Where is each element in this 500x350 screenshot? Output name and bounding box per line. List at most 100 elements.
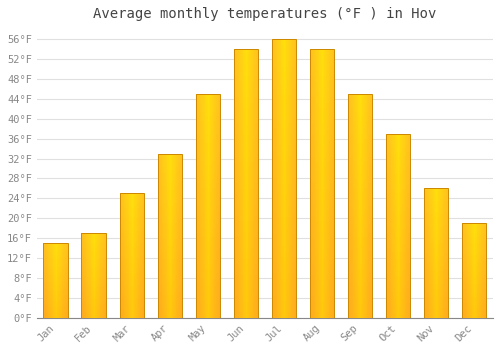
Bar bbox=[158, 190, 182, 193]
Bar bbox=[234, 54, 258, 60]
Bar bbox=[386, 204, 410, 207]
Bar bbox=[234, 226, 258, 232]
Bar bbox=[432, 188, 434, 318]
Bar bbox=[196, 291, 220, 295]
Bar bbox=[82, 298, 106, 299]
Bar bbox=[82, 308, 106, 309]
Bar bbox=[196, 268, 220, 273]
Bar bbox=[436, 188, 437, 318]
Bar bbox=[272, 206, 296, 212]
Bar bbox=[238, 49, 240, 318]
Bar bbox=[82, 253, 106, 255]
Bar bbox=[44, 254, 68, 255]
Bar bbox=[386, 167, 410, 170]
Bar bbox=[234, 280, 258, 286]
Bar bbox=[293, 39, 294, 318]
Bar bbox=[196, 183, 220, 188]
Bar bbox=[120, 313, 144, 315]
Bar bbox=[386, 218, 410, 222]
Bar bbox=[310, 119, 334, 124]
Bar bbox=[82, 293, 106, 294]
Bar bbox=[44, 289, 68, 291]
Bar bbox=[272, 145, 296, 150]
Bar bbox=[87, 233, 88, 318]
Bar bbox=[82, 279, 106, 281]
Bar bbox=[348, 125, 372, 130]
Bar bbox=[48, 243, 49, 318]
Bar bbox=[196, 237, 220, 242]
Bar bbox=[424, 232, 448, 235]
Bar bbox=[120, 308, 144, 310]
Bar bbox=[196, 304, 220, 309]
Bar bbox=[330, 49, 331, 318]
Bar bbox=[234, 167, 258, 173]
Bar bbox=[310, 151, 334, 156]
Bar bbox=[424, 245, 448, 248]
Bar bbox=[82, 237, 106, 238]
Bar bbox=[82, 247, 106, 248]
Bar bbox=[272, 156, 296, 162]
Bar bbox=[158, 265, 182, 268]
Bar bbox=[424, 302, 448, 305]
Bar bbox=[386, 230, 410, 233]
Bar bbox=[442, 188, 444, 318]
Bar bbox=[348, 219, 372, 224]
Bar bbox=[310, 264, 334, 270]
Bar bbox=[280, 39, 281, 318]
Bar bbox=[170, 154, 172, 318]
Bar bbox=[44, 282, 68, 284]
Bar bbox=[348, 228, 372, 233]
Bar bbox=[424, 300, 448, 302]
Bar bbox=[216, 94, 217, 318]
Bar bbox=[82, 294, 106, 296]
Bar bbox=[310, 210, 334, 216]
Bar bbox=[272, 139, 296, 145]
Bar bbox=[82, 315, 106, 316]
Bar bbox=[85, 233, 86, 318]
Bar bbox=[286, 39, 287, 318]
Bar bbox=[272, 78, 296, 84]
Bar bbox=[196, 287, 220, 291]
Bar bbox=[386, 252, 410, 255]
Bar bbox=[82, 275, 106, 277]
Bar bbox=[120, 280, 144, 283]
Bar bbox=[272, 39, 296, 44]
Bar bbox=[386, 178, 410, 182]
Bar bbox=[94, 233, 96, 318]
Bar bbox=[196, 197, 220, 201]
Bar bbox=[82, 281, 106, 282]
Bar bbox=[310, 97, 334, 103]
Bar bbox=[158, 272, 182, 275]
Bar bbox=[272, 234, 296, 240]
Bar bbox=[482, 223, 483, 318]
Bar bbox=[158, 252, 182, 256]
Bar bbox=[234, 151, 258, 156]
Bar bbox=[369, 94, 370, 318]
Bar bbox=[348, 170, 372, 174]
Bar bbox=[348, 139, 372, 143]
Bar bbox=[120, 194, 121, 318]
Bar bbox=[398, 134, 399, 318]
Bar bbox=[348, 121, 372, 125]
Bar bbox=[82, 259, 106, 260]
Bar bbox=[175, 154, 176, 318]
Bar bbox=[386, 137, 410, 141]
Bar bbox=[137, 194, 138, 318]
Bar bbox=[310, 205, 334, 210]
Bar bbox=[360, 94, 361, 318]
Bar bbox=[120, 315, 144, 318]
Bar bbox=[120, 216, 144, 218]
Bar bbox=[386, 274, 410, 277]
Bar bbox=[120, 241, 144, 243]
Bar bbox=[198, 94, 199, 318]
Bar bbox=[158, 187, 182, 190]
Bar bbox=[310, 167, 334, 173]
Bar bbox=[60, 243, 61, 318]
Bar bbox=[290, 39, 292, 318]
Bar bbox=[424, 313, 448, 315]
Bar bbox=[386, 148, 410, 152]
Bar bbox=[234, 259, 258, 264]
Bar bbox=[254, 49, 255, 318]
Bar bbox=[272, 312, 296, 318]
Bar bbox=[394, 134, 396, 318]
